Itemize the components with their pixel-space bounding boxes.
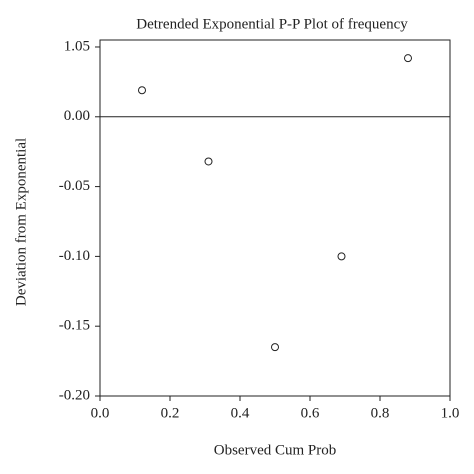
x-axis-label: Observed Cum Prob [214,442,337,458]
x-tick-label: 0.2 [161,405,180,421]
x-tick-label: 0.8 [371,405,390,421]
y-tick-label: 0.00 [64,108,90,124]
point [271,343,279,352]
point [337,252,346,261]
y-tick-label: -0.20 [59,387,90,403]
point [404,54,412,63]
point [138,86,146,95]
x-tick-label: 0.4 [231,405,250,421]
y-tick-label: -0.10 [59,248,90,264]
y-tick-label: -0.05 [59,178,90,194]
x-tick-label: 0.0 [91,405,110,421]
x-tick-label: 1.0 [441,405,460,421]
y-tick-label: -0.15 [59,318,90,334]
y-axis-label: Deviation from Exponential [13,138,29,306]
point [204,157,213,166]
y-tick-label: 1.05 [64,38,90,54]
x-tick-label: 0.6 [301,405,320,421]
chart-title: Detrended Exponential P-P Plot of freque… [136,16,408,32]
plot-frame [99,39,451,397]
